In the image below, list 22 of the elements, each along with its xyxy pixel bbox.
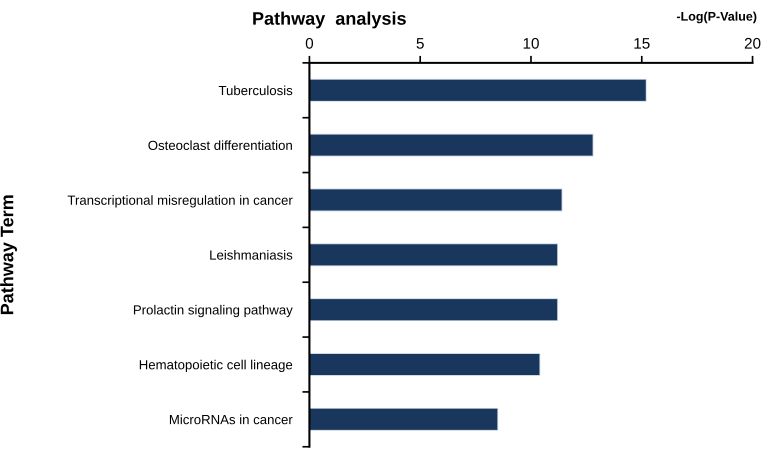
bar [309, 243, 558, 266]
x-axis-title: -Log(P-Value) [676, 12, 756, 24]
y-axis-title: Pathway Term [0, 195, 17, 314]
x-tick-label: 15 [634, 38, 650, 49]
y-tick-label: Osteoclast differentiation [148, 140, 292, 150]
bar [309, 134, 594, 157]
y-tick-label: Hematopoietic cell lineage [140, 360, 292, 372]
x-tick-label: 20 [744, 38, 760, 49]
y-tick-label: Tuberculosis [218, 86, 292, 96]
bar [309, 353, 540, 376]
x-tick-label: 0 [306, 38, 314, 49]
x-tick-label: 5 [416, 38, 424, 49]
bar [309, 188, 562, 212]
bar [309, 298, 558, 322]
y-tick-label: MicroRNAs in cancer [170, 414, 293, 424]
y-tick-label: Leishmaniasis [210, 250, 292, 260]
y-tick-label: Prolactin signaling pathway [134, 304, 293, 318]
bar [309, 78, 647, 102]
bar [309, 408, 498, 431]
y-tick-label: Transcriptional misregulation in cancer [68, 195, 293, 208]
chart-title: Pathway analysis [253, 12, 406, 28]
x-tick-label: 10 [524, 38, 539, 49]
